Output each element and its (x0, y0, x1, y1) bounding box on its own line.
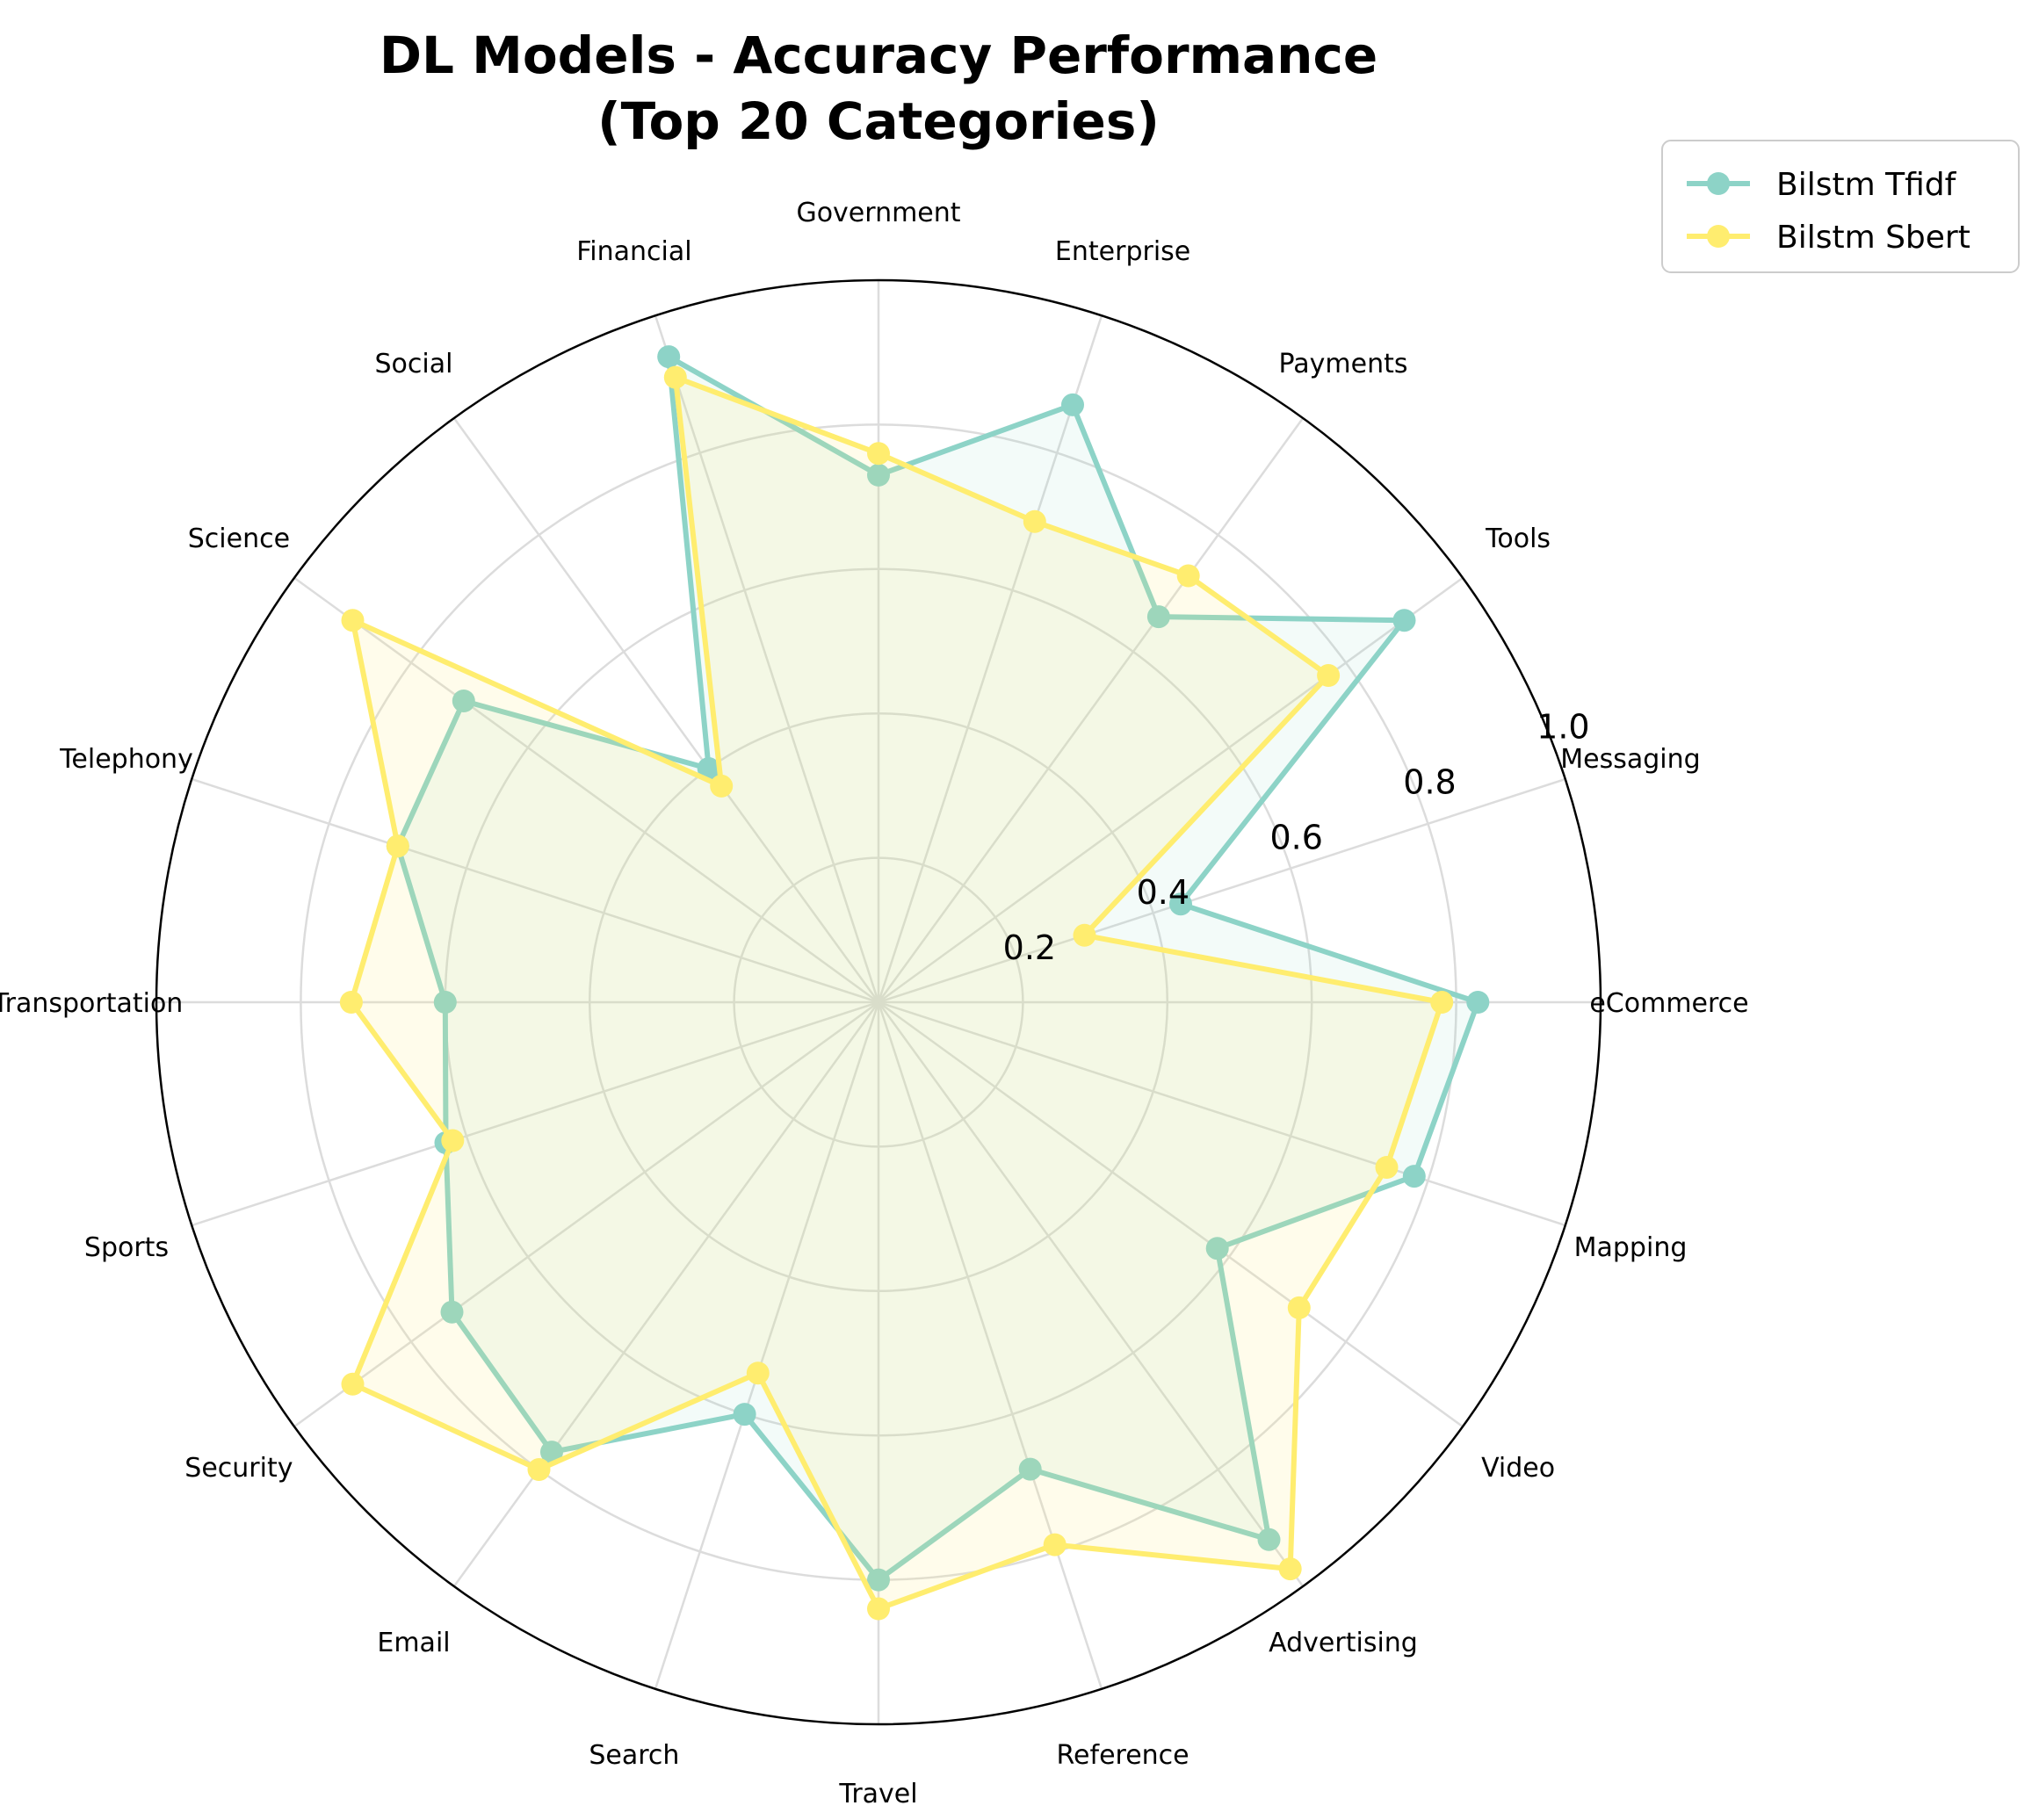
category-label-video: Video (1481, 1453, 1555, 1484)
point-bilstm-tfidf-enterprise (1061, 393, 1084, 416)
category-label-mapping: Mapping (1574, 1232, 1688, 1263)
point-bilstm-sbert-financial (663, 365, 687, 389)
category-label-sports: Sports (84, 1232, 169, 1263)
point-bilstm-tfidf-video (1205, 1237, 1229, 1260)
point-bilstm-tfidf-tools (1392, 609, 1416, 632)
point-bilstm-sbert-advertising (1278, 1557, 1302, 1581)
category-label-financial: Financial (576, 236, 691, 267)
point-bilstm-sbert-messaging (1073, 923, 1096, 947)
spoke-video (878, 1000, 1464, 1428)
category-label-advertising: Advertising (1269, 1628, 1418, 1658)
point-bilstm-sbert-enterprise (1023, 509, 1046, 533)
point-bilstm-sbert-tools (1317, 664, 1341, 687)
radial-tick-label-1: 0.2 (1003, 928, 1056, 967)
point-bilstm-tfidf-transportation (433, 991, 457, 1014)
spoke-telephony (191, 777, 879, 1004)
spoke-social (452, 417, 880, 1003)
point-bilstm-sbert-reference (1043, 1533, 1066, 1556)
category-label-reference: Reference (1057, 1740, 1189, 1771)
spoke-tools (878, 576, 1464, 1004)
category-label-search: Search (589, 1740, 679, 1771)
category-label-security: Security (184, 1453, 293, 1484)
spoke-reference (877, 1001, 1103, 1690)
legend-marker-series-1 (1707, 172, 1730, 195)
point-bilstm-tfidf-ecommerce (1466, 991, 1490, 1014)
chart-title: DL Models - Accuracy Performance (Top 20… (380, 25, 1377, 151)
category-label-science: Science (188, 524, 290, 554)
point-bilstm-sbert-email (527, 1458, 551, 1481)
point-bilstm-sbert-government (867, 442, 890, 466)
category-label-ecommerce: eCommerce (1589, 988, 1748, 1019)
radial-tick-label-4: 0.8 (1403, 762, 1456, 801)
point-bilstm-tfidf-messaging (1169, 892, 1192, 916)
point-bilstm-tfidf-reference (1018, 1457, 1042, 1481)
point-bilstm-sbert-science (341, 609, 365, 632)
radial-tick-label-2: 0.4 (1137, 873, 1189, 912)
chart-title-line-1: DL Models - Accuracy Performance (380, 25, 1377, 85)
legend-frame (1661, 140, 2020, 273)
spoke-mapping (878, 1000, 1566, 1227)
point-bilstm-tfidf-email (540, 1441, 563, 1464)
spoke-financial (654, 314, 880, 1003)
point-bilstm-tfidf-science (452, 690, 475, 712)
point-bilstm-sbert-social (710, 774, 734, 798)
legend: Bilstm Tfidf Bilstm Sbert (1661, 140, 2020, 273)
point-bilstm-sbert-sports (441, 1129, 465, 1152)
point-bilstm-sbert-transportation (339, 991, 363, 1014)
category-label-social: Social (375, 349, 453, 379)
point-bilstm-tfidf-advertising (1257, 1528, 1281, 1551)
point-bilstm-tfidf-social (697, 757, 720, 780)
series-bilstm-tfidf (386, 345, 1490, 1592)
point-bilstm-sbert-security (341, 1372, 365, 1396)
category-label-transportation: Transportation (0, 988, 183, 1019)
radial-tick-label-3: 0.6 (1269, 818, 1322, 856)
point-bilstm-sbert-video (1287, 1296, 1311, 1319)
chart-title-line-2: (Top 20 Categories) (597, 91, 1160, 151)
point-bilstm-tfidf-search (733, 1403, 756, 1426)
category-label-email: Email (377, 1628, 450, 1658)
category-label-government: Government (796, 198, 960, 228)
spoke-science (293, 576, 879, 1004)
category-labels: eCommerce Messaging Tools Payments Enterpris… (0, 198, 1749, 1809)
point-bilstm-tfidf-financial (657, 345, 681, 369)
category-label-payments: Payments (1279, 349, 1408, 379)
series-area-bilstm-tfidf (397, 357, 1479, 1580)
point-bilstm-sbert-search (746, 1361, 770, 1385)
spoke-enterprise (877, 314, 1103, 1003)
series-area-bilstm-sbert (351, 377, 1442, 1609)
category-label-enterprise: Enterprise (1055, 236, 1190, 267)
point-bilstm-tfidf-travel (867, 1568, 890, 1592)
point-bilstm-sbert-mapping (1375, 1156, 1399, 1179)
point-bilstm-tfidf-mapping (1402, 1165, 1426, 1188)
spoke-payments (877, 417, 1305, 1003)
legend-label-series-1: Bilstm Tfidf (1776, 167, 1957, 203)
legend-marker-series-2 (1707, 225, 1730, 248)
series-bilstm-sbert (339, 365, 1454, 1621)
spoke-search (654, 1001, 880, 1690)
point-bilstm-sbert-ecommerce (1430, 991, 1454, 1014)
category-label-telephony: Telephony (59, 744, 193, 775)
spoke-messaging (878, 777, 1566, 1004)
outer-frame (155, 278, 1602, 1726)
spoke-advertising (877, 1001, 1305, 1587)
spoke-sports (191, 1000, 879, 1227)
point-bilstm-sbert-telephony (386, 834, 409, 858)
point-bilstm-tfidf-payments (1146, 605, 1170, 629)
category-label-messaging: Messaging (1560, 744, 1700, 775)
spoke-security (293, 1000, 879, 1428)
point-bilstm-tfidf-security (440, 1300, 464, 1324)
radial-tick-label-5: 1.0 (1536, 707, 1589, 746)
category-label-tools: Tools (1485, 524, 1551, 554)
point-bilstm-sbert-travel (867, 1597, 890, 1621)
radial-tick-labels: 0.2 0.4 0.6 0.8 1.0 (1003, 707, 1590, 967)
series-layer (339, 345, 1490, 1621)
spoke-email (452, 1001, 880, 1587)
legend-label-series-2: Bilstm Sbert (1776, 220, 1970, 256)
point-bilstm-sbert-payments (1176, 564, 1200, 588)
point-bilstm-tfidf-government (867, 463, 890, 487)
category-label-travel: Travel (838, 1779, 917, 1809)
